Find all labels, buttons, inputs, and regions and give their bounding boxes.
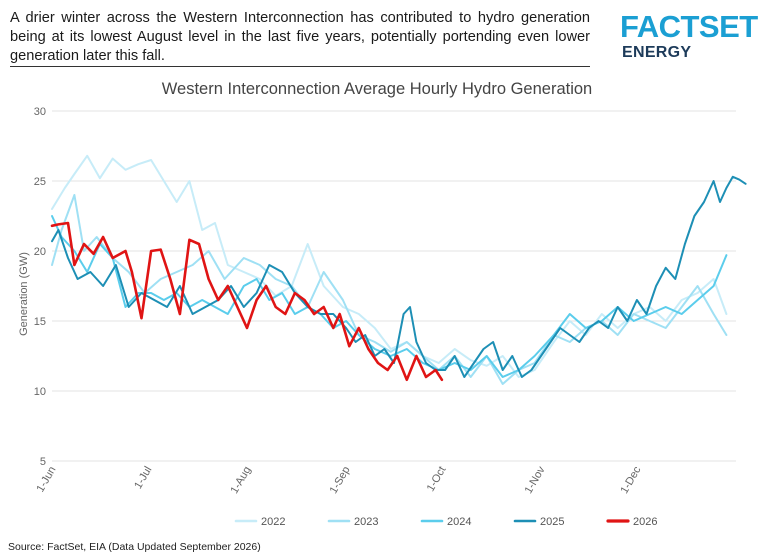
headline: A drier winter across the Western Interc… [10,10,590,64]
series-lines [50,154,747,385]
y-tick-label: 15 [34,316,46,328]
hydro-generation-chart: Western Interconnection Average Hourly H… [18,80,747,528]
source-note: Source: FactSet, EIA (Data Updated Septe… [8,541,261,553]
legend-label: 2023 [354,516,378,528]
y-tick-label: 30 [34,106,46,118]
y-tick-label: 20 [34,246,46,258]
y-tick-label: 25 [34,176,46,188]
x-tick-label: 1-Sep [328,465,353,496]
y-tick-label: 10 [34,386,46,398]
series-line-2022 [51,154,728,378]
grid-lines [52,110,736,462]
y-tick-label: 5 [40,456,46,468]
legend-label: 2026 [633,516,657,528]
x-tick-label: 1-Jun [34,465,58,495]
x-tick-label: 1-Nov [523,464,548,496]
y-tick-labels: 5 10 15 20 25 30 [34,106,46,468]
series-line-2024 [51,215,728,378]
logo-subtitle: ENERGY [622,44,692,61]
x-tick-labels: 1-Jun 1-Jul 1-Aug 1-Sep 1-Oct 1-Nov 1-Dec [34,464,643,496]
x-tick-label: 1-Oct [425,465,449,494]
x-tick-label: 1-Aug [228,465,253,496]
factset-energy-logo: FACTSET ENERGY [620,10,758,66]
headline-divider [10,66,590,67]
chart-title: Western Interconnection Average Hourly H… [162,80,592,98]
series-line-2023 [51,194,728,385]
series-line-2026 [50,221,444,382]
y-axis-label: Generation (GW) [18,252,30,336]
legend-label: 2025 [540,516,564,528]
logo-wordmark: FACTSET [620,9,758,44]
legend-label: 2022 [261,516,285,528]
legend-label: 2024 [447,516,471,528]
x-tick-label: 1-Jul [132,465,154,492]
x-tick-label: 1-Dec [618,464,643,496]
legend: 2022 2023 2024 2025 2026 [234,516,657,528]
